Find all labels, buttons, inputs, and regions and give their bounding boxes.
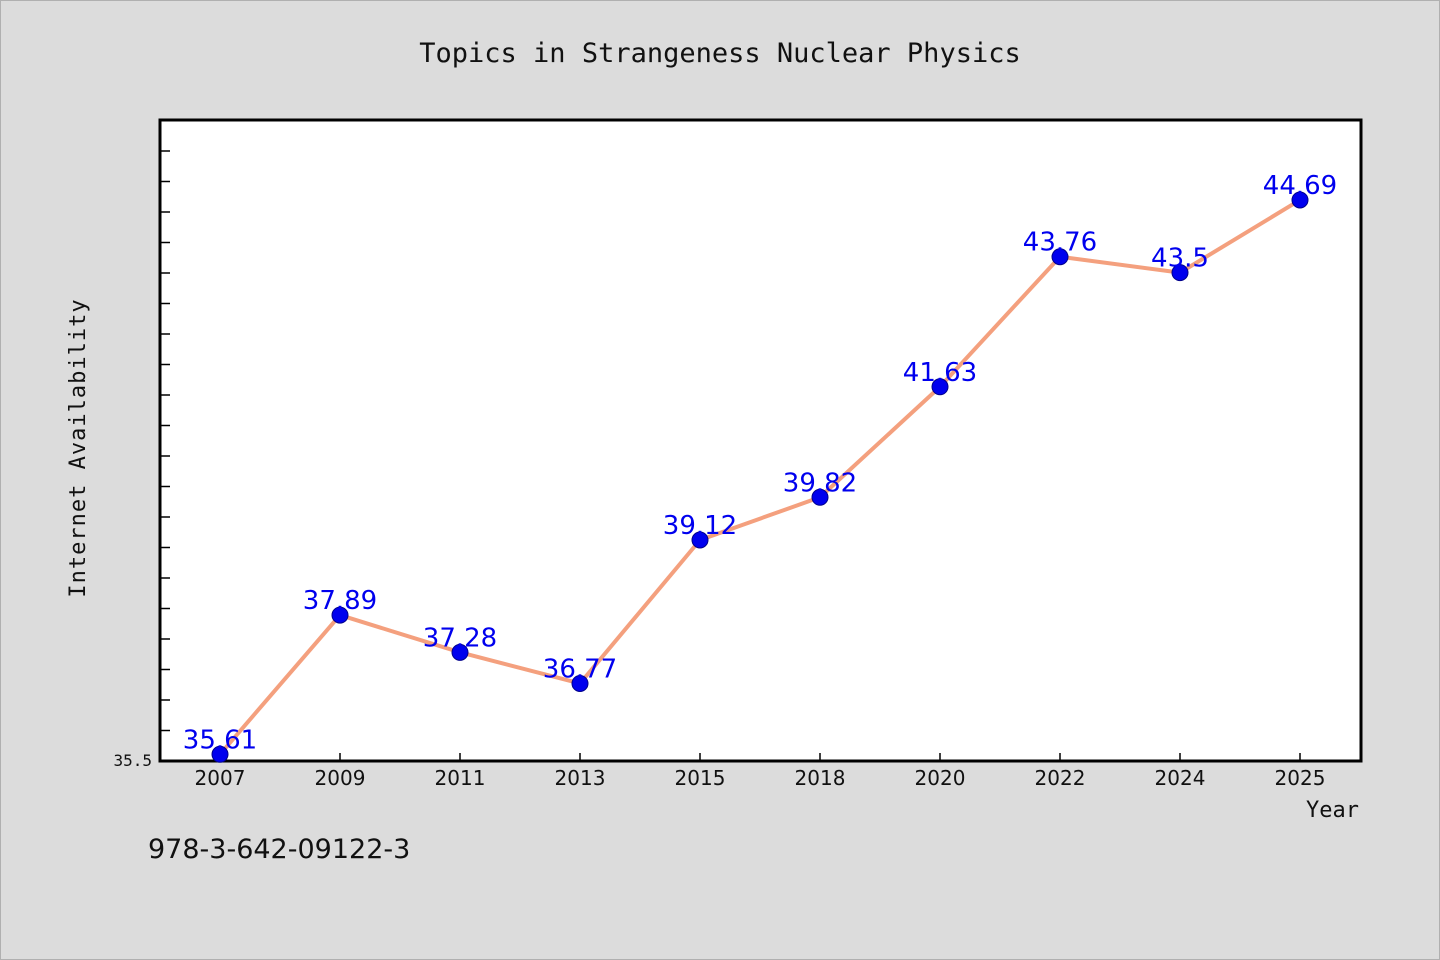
x-tick-label: 2009 [315, 766, 366, 790]
y-tick-label: 35.5 [113, 751, 152, 770]
data-label: 37.28 [423, 623, 497, 653]
data-label: 43.5 [1151, 244, 1209, 274]
data-point [1051, 248, 1069, 266]
data-label: 36.77 [543, 654, 617, 684]
x-tick-label: 2015 [675, 766, 726, 790]
x-tick-label: 2013 [555, 766, 606, 790]
x-tick-label: 2022 [1035, 766, 1086, 790]
data-label: 41.63 [903, 358, 977, 388]
chart-title: Topics in Strangeness Nuclear Physics [419, 38, 1020, 69]
data-point [931, 378, 949, 396]
x-tick-label: 2020 [915, 766, 966, 790]
data-label: 43.76 [1023, 228, 1097, 258]
data-point [451, 643, 469, 661]
data-point [331, 606, 349, 624]
x-tick-label: 2025 [1275, 766, 1326, 790]
x-tick-label: 2024 [1155, 766, 1206, 790]
series-line [218, 198, 1302, 756]
y-axis-minor-ticks [160, 150, 170, 762]
data-label: 44.69 [1263, 171, 1337, 201]
x-axis-label: Year [1306, 798, 1359, 823]
data-label: 39.12 [663, 511, 737, 541]
data-label: 37.89 [303, 586, 377, 616]
series-markers [211, 191, 1309, 763]
data-point [211, 745, 229, 763]
data-point [571, 674, 589, 692]
data-point [1291, 191, 1309, 209]
data-label: 35.61 [183, 725, 257, 755]
plot-area [158, 118, 1363, 763]
x-tick-label: 2007 [195, 766, 246, 790]
data-labels: 35.61 37.89 37.28 36.77 39.12 39.82 41.63 43.76… [183, 171, 1337, 755]
x-tick-label: 2011 [435, 766, 486, 790]
data-point [1171, 264, 1189, 282]
data-point [811, 488, 829, 506]
data-label: 39.82 [783, 468, 857, 498]
isbn-caption: 978-3-642-09122-3 [148, 834, 411, 865]
x-tick-label: 2018 [795, 766, 846, 790]
y-axis-label: Internet Availability [66, 298, 91, 597]
data-point [691, 531, 709, 549]
